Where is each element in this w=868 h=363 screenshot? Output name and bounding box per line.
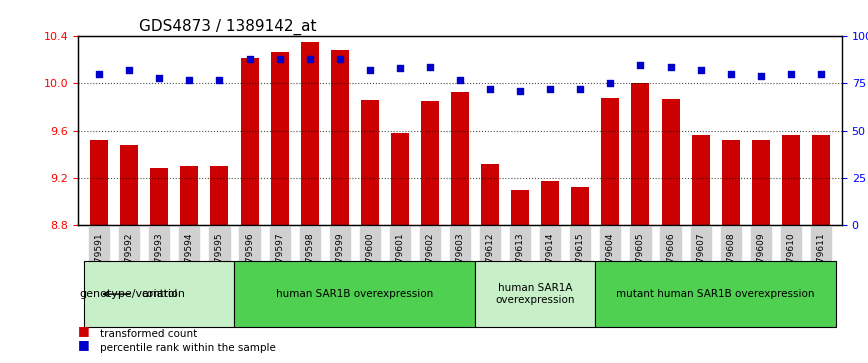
Point — [753, 73, 767, 79]
Point — [603, 81, 617, 86]
Text: ■: ■ — [78, 324, 90, 337]
Bar — [361, 100, 378, 225]
Point — [574, 86, 588, 92]
FancyBboxPatch shape — [475, 261, 595, 327]
Bar — [391, 133, 409, 225]
Text: transformed count: transformed count — [100, 329, 197, 339]
Bar — [150, 168, 168, 225]
Point — [664, 64, 678, 69]
Point — [122, 68, 136, 73]
Bar — [602, 98, 620, 225]
Bar — [240, 58, 259, 225]
FancyBboxPatch shape — [595, 261, 836, 327]
Bar — [181, 166, 199, 225]
Bar — [451, 92, 469, 225]
Point — [634, 62, 648, 68]
Point — [393, 65, 407, 71]
Text: human SAR1B overexpression: human SAR1B overexpression — [276, 289, 433, 299]
Point — [332, 56, 346, 62]
Bar — [542, 182, 559, 225]
Text: percentile rank within the sample: percentile rank within the sample — [100, 343, 276, 354]
Bar — [421, 101, 439, 225]
Point — [483, 86, 497, 92]
Text: GDS4873 / 1389142_at: GDS4873 / 1389142_at — [139, 19, 317, 35]
FancyBboxPatch shape — [84, 261, 234, 327]
Bar — [571, 187, 589, 225]
Point — [213, 77, 227, 83]
Text: mutant human SAR1B overexpression: mutant human SAR1B overexpression — [616, 289, 815, 299]
Bar — [812, 135, 830, 225]
Point — [363, 68, 377, 73]
Point — [784, 71, 798, 77]
Bar — [692, 135, 710, 225]
Bar — [210, 166, 228, 225]
Bar — [300, 42, 319, 225]
Point — [694, 68, 707, 73]
Bar — [782, 135, 799, 225]
Bar — [661, 99, 680, 225]
Point — [303, 56, 317, 62]
Point — [182, 77, 196, 83]
Text: genotype/variation: genotype/variation — [80, 289, 186, 299]
Text: control: control — [141, 289, 177, 299]
Text: human SAR1A
overexpression: human SAR1A overexpression — [496, 283, 575, 305]
Bar — [331, 50, 349, 225]
Point — [724, 71, 738, 77]
Bar — [721, 140, 740, 225]
Point — [513, 88, 527, 94]
Point — [153, 75, 167, 81]
Bar — [481, 164, 499, 225]
Point — [242, 56, 256, 62]
Point — [814, 71, 828, 77]
Bar — [511, 190, 529, 225]
Text: ■: ■ — [78, 338, 90, 351]
Point — [273, 56, 286, 62]
Point — [423, 64, 437, 69]
Bar — [631, 83, 649, 225]
Point — [543, 86, 557, 92]
Bar — [271, 52, 289, 225]
Bar — [752, 140, 770, 225]
FancyBboxPatch shape — [234, 261, 475, 327]
Bar — [90, 140, 108, 225]
Bar — [121, 145, 138, 225]
Point — [92, 71, 106, 77]
Point — [453, 77, 467, 83]
